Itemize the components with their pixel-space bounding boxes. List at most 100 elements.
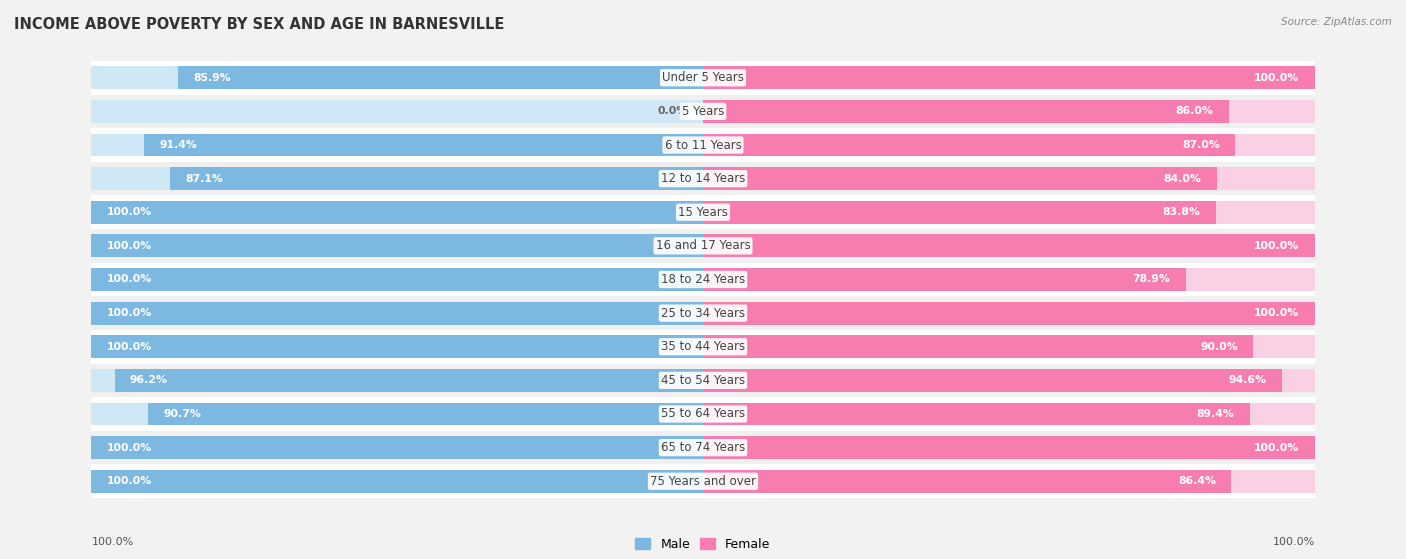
Text: 85.9%: 85.9% [193,73,231,83]
Text: 18 to 24 Years: 18 to 24 Years [661,273,745,286]
Bar [703,234,1315,257]
Bar [703,436,1315,459]
Text: 96.2%: 96.2% [129,376,167,385]
Bar [91,470,703,492]
Text: 75 Years and over: 75 Years and over [650,475,756,488]
Bar [91,268,703,291]
Bar [91,296,1315,330]
Bar [91,234,703,257]
Bar [91,201,703,224]
Bar [91,162,1315,196]
Text: 100.0%: 100.0% [107,443,152,453]
Text: 100.0%: 100.0% [107,308,152,318]
Text: 0.0%: 0.0% [658,106,688,116]
Bar [91,335,703,358]
Bar [91,335,703,358]
Text: 90.7%: 90.7% [163,409,201,419]
Text: 91.4%: 91.4% [159,140,197,150]
Text: 83.8%: 83.8% [1163,207,1201,217]
Bar [91,196,1315,229]
Legend: Male, Female: Male, Female [636,538,770,551]
Text: 86.0%: 86.0% [1175,106,1213,116]
Bar [703,268,1185,291]
Text: 65 to 74 Years: 65 to 74 Years [661,441,745,454]
Bar [91,167,703,190]
Bar [703,470,1232,492]
Text: 90.0%: 90.0% [1201,342,1239,352]
Text: 94.6%: 94.6% [1229,376,1267,385]
Text: INCOME ABOVE POVERTY BY SEX AND AGE IN BARNESVILLE: INCOME ABOVE POVERTY BY SEX AND AGE IN B… [14,17,505,32]
Bar [177,67,703,89]
Bar [703,134,1315,157]
Bar [703,470,1315,492]
Bar [91,263,1315,296]
Text: 6 to 11 Years: 6 to 11 Years [665,139,741,151]
Text: 100.0%: 100.0% [1254,241,1299,251]
Text: 5 Years: 5 Years [682,105,724,118]
Bar [91,330,1315,363]
Text: 100.0%: 100.0% [91,537,134,547]
Bar [91,234,703,257]
Bar [91,100,703,123]
Bar [703,100,1229,123]
Bar [91,465,1315,498]
Bar [91,397,1315,431]
Text: 35 to 44 Years: 35 to 44 Years [661,340,745,353]
Bar [91,369,703,392]
Bar [148,402,703,425]
Text: 15 Years: 15 Years [678,206,728,219]
Bar [703,167,1315,190]
Bar [703,302,1315,325]
Bar [91,128,1315,162]
Text: Source: ZipAtlas.com: Source: ZipAtlas.com [1281,17,1392,27]
Bar [703,167,1216,190]
Text: 100.0%: 100.0% [1254,308,1299,318]
Text: 87.0%: 87.0% [1182,140,1220,150]
Bar [703,67,1315,89]
Text: 84.0%: 84.0% [1164,174,1202,183]
Bar [143,134,703,157]
Bar [703,335,1254,358]
Bar [91,302,703,325]
Bar [91,268,703,291]
Text: 89.4%: 89.4% [1197,409,1234,419]
Bar [703,302,1315,325]
Bar [703,268,1315,291]
Bar [91,67,703,89]
Bar [703,100,1315,123]
Bar [170,167,703,190]
Text: 100.0%: 100.0% [107,342,152,352]
Bar [91,94,1315,128]
Bar [703,402,1250,425]
Bar [91,201,703,224]
Bar [91,302,703,325]
Text: 16 and 17 Years: 16 and 17 Years [655,239,751,252]
Bar [91,61,1315,94]
Text: 45 to 54 Years: 45 to 54 Years [661,374,745,387]
Bar [91,363,1315,397]
Bar [703,134,1234,157]
Bar [703,402,1315,425]
Bar [703,335,1315,358]
Text: 100.0%: 100.0% [1272,537,1315,547]
Bar [703,369,1282,392]
Bar [703,436,1315,459]
Bar [703,201,1216,224]
Bar [91,470,703,492]
Bar [91,431,1315,465]
Text: 87.1%: 87.1% [186,174,224,183]
Bar [91,402,703,425]
Text: Under 5 Years: Under 5 Years [662,71,744,84]
Bar [91,436,703,459]
Text: 100.0%: 100.0% [1254,443,1299,453]
Text: 12 to 14 Years: 12 to 14 Years [661,172,745,185]
Bar [703,234,1315,257]
Text: 86.4%: 86.4% [1178,476,1216,486]
Bar [703,369,1315,392]
Bar [703,201,1315,224]
Text: 25 to 34 Years: 25 to 34 Years [661,307,745,320]
Text: 55 to 64 Years: 55 to 64 Years [661,408,745,420]
Bar [91,134,703,157]
Bar [115,369,703,392]
Text: 100.0%: 100.0% [107,241,152,251]
